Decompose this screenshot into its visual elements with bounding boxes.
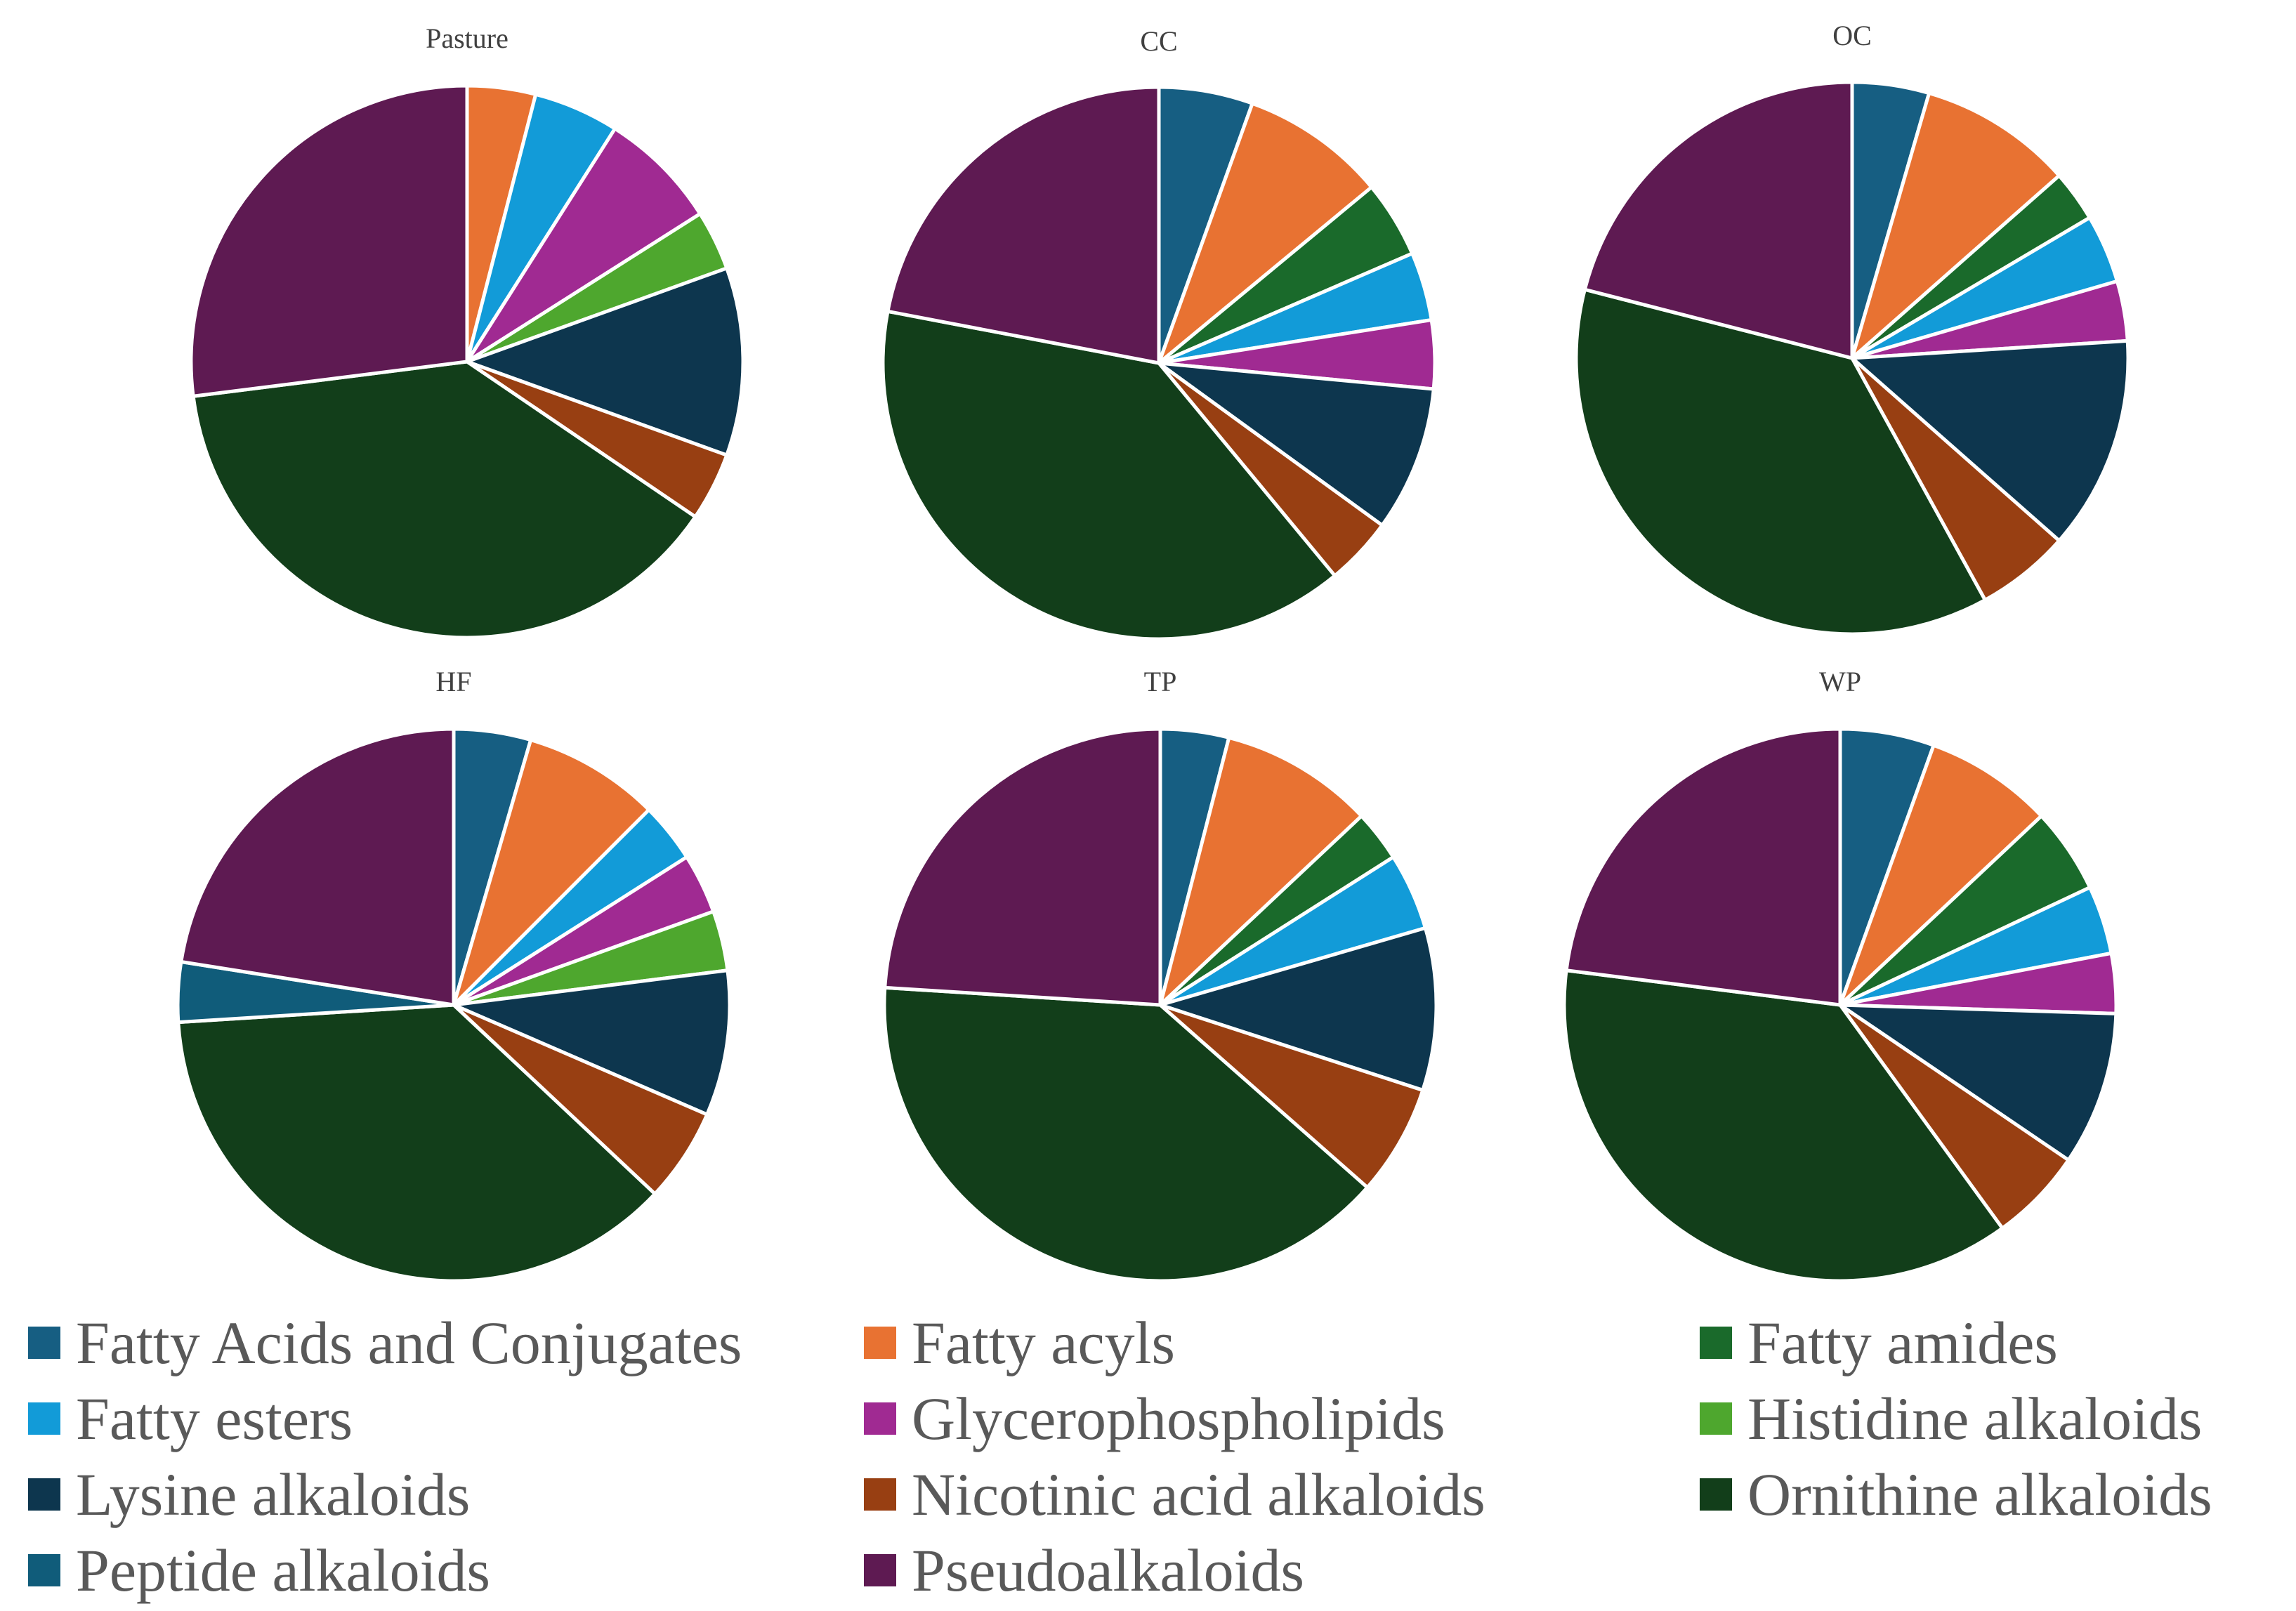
legend: Fatty Acids and Conjugates Fatty acyls F…: [28, 1308, 2290, 1605]
legend-item-fatty-esters: Fatty esters: [28, 1383, 353, 1454]
pie-slice-pasture-ornithine-alkaloids: [191, 360, 697, 640]
pie-title-hf: HF: [435, 666, 471, 697]
legend-label: Fatty Acids and Conjugates: [76, 1309, 742, 1376]
legend-item-histidine-alkaloids: Histidine alkaloids: [1700, 1383, 2202, 1454]
pie-title-pasture: Pasture: [426, 22, 509, 54]
legend-label: Ornithine alkaloids: [1747, 1461, 2212, 1528]
legend-swatch: [1700, 1402, 1732, 1435]
pie-slice-pasture-lysine-alkaloids: [465, 266, 745, 457]
pie-slices-oc: [1574, 80, 2130, 636]
legend-label: Glycerophospholipids: [912, 1385, 1445, 1452]
legend-label: Fatty acyls: [912, 1309, 1175, 1376]
legend-swatch: [28, 1327, 60, 1359]
legend-item-fatty-acids-and-conjugates: Fatty Acids and Conjugates: [28, 1308, 742, 1378]
pie-slice-tp-nicotinic-acid-alkaloids: [1158, 1003, 1425, 1190]
pie-chart-oc: OC: [1574, 20, 2130, 636]
pie-slice-cc-pseudoalkaloids: [886, 85, 1161, 365]
pie-slices-wp: [1562, 727, 2118, 1283]
pie-slice-oc-fatty-acyls: [1850, 91, 2061, 360]
pie-slice-wp-pseudoalkaloids: [1564, 727, 1842, 1007]
legend-item-glycerophospholipids: Glycerophospholipids: [864, 1383, 1445, 1454]
pie-chart-pasture: Pasture: [189, 22, 745, 640]
pie-chart-hf: HF: [176, 666, 732, 1283]
legend-item-ornithine-alkaloids: Ornithine alkaloids: [1700, 1459, 2212, 1530]
pie-title-cc: CC: [1140, 25, 1177, 57]
pie-chart-cc: CC: [881, 25, 1437, 641]
legend-item-pseudoalkaloids: Pseudoalkaloids: [864, 1535, 1304, 1605]
legend-label: Nicotinic acid alkaloids: [912, 1461, 1485, 1528]
pie-slice-tp-pseudoalkaloids: [883, 727, 1162, 1007]
legend-swatch: [864, 1327, 896, 1359]
legend-label: Peptide alkaloids: [76, 1537, 490, 1604]
pie-slice-cc-fatty-acyls: [1157, 101, 1374, 365]
legend-label: Pseudoalkaloids: [912, 1537, 1304, 1604]
legend-item-nicotinic-acid-alkaloids: Nicotinic acid alkaloids: [864, 1459, 1485, 1530]
legend-swatch: [28, 1478, 60, 1511]
legend-swatch: [28, 1554, 60, 1586]
pie-slice-hf-ornithine-alkaloids: [176, 1003, 657, 1283]
pie-slice-hf-fatty-acyls: [452, 738, 651, 1007]
pie-slice-oc-lysine-alkaloids: [1850, 338, 2130, 543]
legend-item-peptide-alkaloids: Peptide alkaloids: [28, 1535, 490, 1605]
pie-slice-wp-lysine-alkaloids: [1838, 1003, 2118, 1162]
pie-slice-wp-ornithine-alkaloids: [1562, 968, 2005, 1283]
legend-swatch: [864, 1554, 896, 1586]
legend-swatch: [1700, 1478, 1732, 1511]
legend-swatch: [864, 1478, 896, 1511]
pie-slice-tp-fatty-acyls: [1158, 735, 1363, 1007]
pie-chart-tp: TP: [882, 666, 1438, 1283]
legend-swatch: [28, 1402, 60, 1435]
legend-item-fatty-amides: Fatty amides: [1700, 1308, 2058, 1378]
pie-slice-pasture-pseudoalkaloids: [189, 84, 469, 398]
pie-slice-hf-lysine-alkaloids: [452, 968, 732, 1117]
pie-slice-cc-ornithine-alkaloids: [881, 309, 1337, 641]
pie-slice-oc-ornithine-alkaloids: [1574, 287, 1987, 636]
pie-slice-hf-nicotinic-acid-alkaloids: [452, 1003, 709, 1196]
pie-slice-oc-pseudoalkaloids: [1582, 80, 1854, 360]
pie-title-wp: WP: [1819, 666, 1861, 697]
pie-title-oc: OC: [1832, 20, 1872, 51]
legend-label: Fatty esters: [76, 1385, 353, 1452]
pie-chart-wp: WP: [1562, 666, 2118, 1283]
pie-slice-tp-ornithine-alkaloids: [882, 985, 1370, 1283]
pie-slice-pasture-glycerophospholipids: [465, 126, 702, 364]
pie-slices-cc: [881, 85, 1437, 641]
pie-slice-wp-fatty-acyls: [1838, 743, 2043, 1007]
pie-title-tp: TP: [1144, 666, 1177, 697]
pie-slice-cc-lysine-alkaloids: [1157, 361, 1436, 527]
legend-item-lysine-alkaloids: Lysine alkaloids: [28, 1459, 470, 1530]
pie-slices-pasture: [189, 84, 745, 640]
pie-slice-tp-lysine-alkaloids: [1158, 926, 1438, 1092]
legend-item-fatty-acyls: Fatty acyls: [864, 1308, 1175, 1378]
pie-slice-wp-nicotinic-acid-alkaloids: [1838, 1003, 2071, 1230]
pie-slices-hf: [176, 727, 732, 1283]
legend-swatch: [864, 1402, 896, 1435]
legend-label: Fatty amides: [1747, 1309, 2058, 1376]
pie-slice-hf-pseudoalkaloids: [179, 727, 456, 1007]
legend-label: Histidine alkaloids: [1747, 1385, 2203, 1452]
pie-slice-oc-nicotinic-acid-alkaloids: [1850, 356, 2061, 602]
legend-swatch: [1700, 1327, 1732, 1359]
pie-slices-tp: [882, 727, 1438, 1283]
legend-label: Lysine alkaloids: [76, 1461, 471, 1528]
